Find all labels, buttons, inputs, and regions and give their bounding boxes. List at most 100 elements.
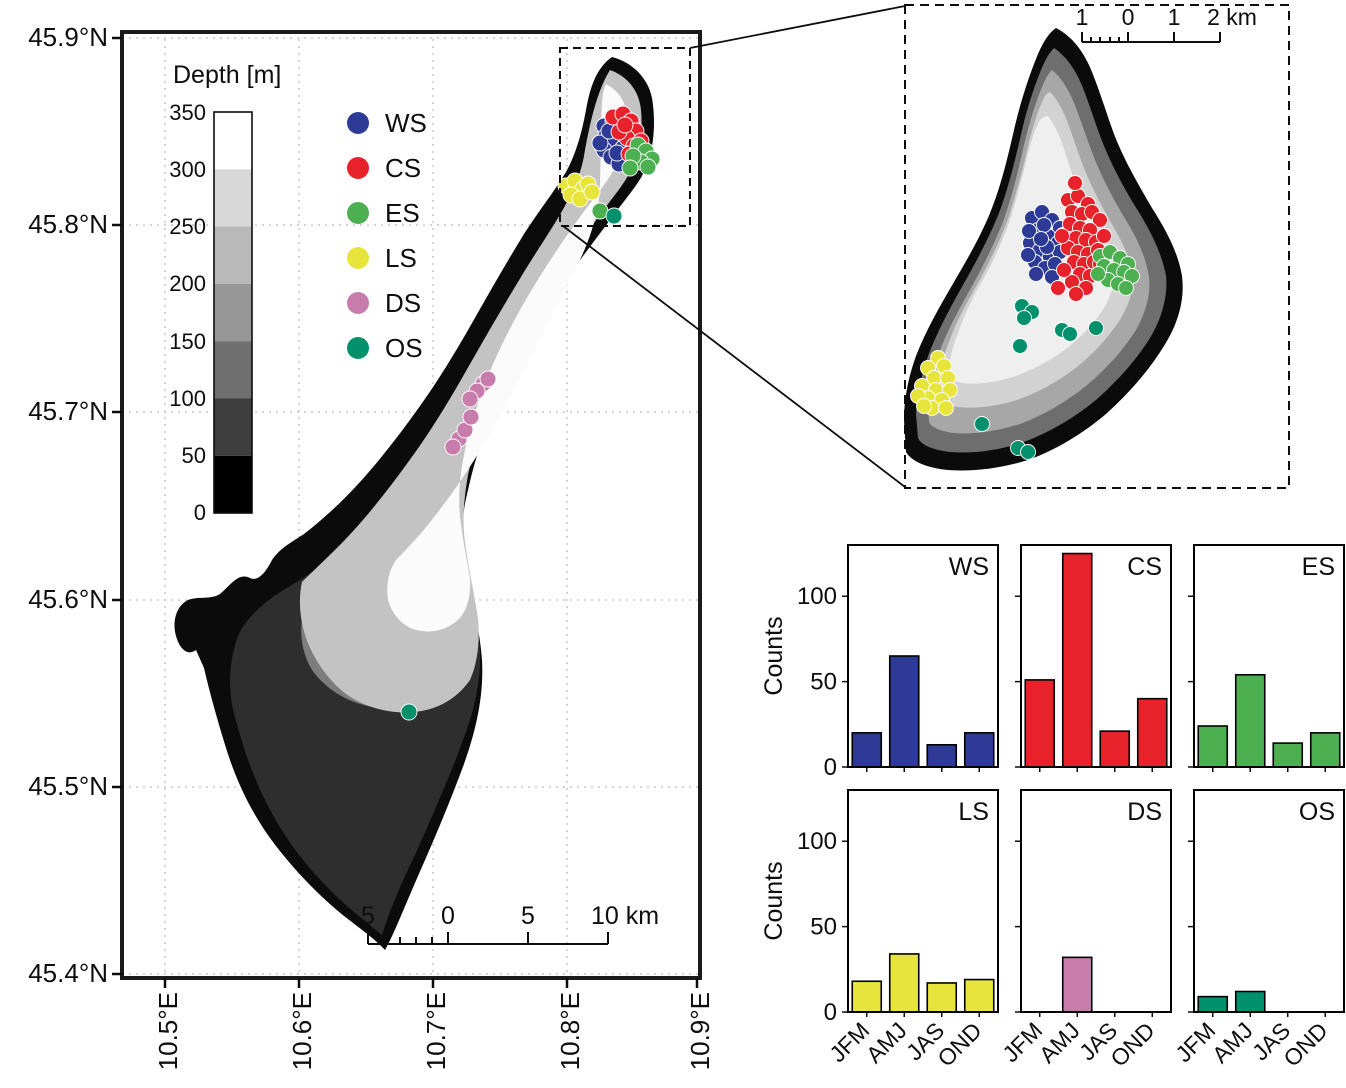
- station-dot-ls: [583, 183, 601, 201]
- colorbar: Depth [m] 350 300 250 200 150 100 50 0: [169, 61, 281, 525]
- station-dot-es: [621, 159, 639, 177]
- colorbar-title: Depth [m]: [173, 61, 281, 89]
- lat-tick-label: 45.8°N: [28, 209, 108, 239]
- station-dot-ds: [479, 370, 497, 388]
- station-dot-ws: [1021, 223, 1037, 239]
- bar-ls-ond: [963, 978, 995, 1013]
- station-dot-cs: [1050, 280, 1066, 296]
- lat-tick-label: 45.5°N: [28, 771, 108, 801]
- bar-ws-jas: [926, 743, 958, 768]
- legend-dot-ls: [347, 247, 369, 269]
- station-dot-os: [605, 207, 623, 225]
- inset-map: 1 0 1 2 km: [904, 4, 1290, 489]
- inset-scalebar-label: 2 km: [1207, 4, 1257, 30]
- legend-dot-ws: [347, 112, 369, 134]
- bar-ds-amj: [1061, 956, 1093, 1013]
- bar-cs-ond: [1136, 697, 1168, 768]
- panel-label-es: ES: [1302, 553, 1335, 581]
- station-dot-cs: [1056, 262, 1072, 278]
- lon-tick-label: 10.8°E: [555, 992, 585, 1070]
- y-tick-label: 50: [810, 669, 837, 696]
- station-dot-cs: [1092, 212, 1108, 228]
- station-dot-os: [974, 416, 990, 432]
- connector-lines: [562, 5, 906, 488]
- station-dot-es: [639, 158, 657, 176]
- svg-text:350: 350: [169, 100, 206, 125]
- scalebar-label: 5: [521, 902, 535, 930]
- station-dot-os: [1016, 310, 1032, 326]
- colorbar-band: [214, 112, 252, 170]
- panel-label-os: OS: [1299, 798, 1335, 826]
- bar-ws-ond: [963, 732, 995, 768]
- panel-label-ws: WS: [949, 553, 989, 581]
- station-markers-inset: [910, 175, 1140, 460]
- station-dot-ws: [1036, 217, 1052, 233]
- lon-tick-label: 10.7°E: [421, 992, 451, 1070]
- station-dot-es: [1090, 266, 1106, 282]
- station-dot-es: [1118, 280, 1134, 296]
- station-dot-cs: [616, 116, 634, 134]
- station-dot-ds: [461, 390, 479, 408]
- chart-frame-ls: [847, 789, 999, 1013]
- counts-ylabel: Counts: [760, 616, 788, 695]
- bar-cs-amj: [1061, 552, 1093, 768]
- lon-tick-label: 10.6°E: [287, 992, 317, 1070]
- y-tick-label: 100: [797, 828, 837, 855]
- legend-label-ds: DS: [385, 288, 421, 318]
- station-dot-os: [1012, 338, 1028, 354]
- legend-dot-cs: [347, 157, 369, 179]
- scalebar-main: 5 0 5 10 km: [361, 902, 659, 945]
- station-dot-ds: [462, 408, 480, 426]
- legend-dot-es: [347, 202, 369, 224]
- bar-ls-jfm: [851, 980, 883, 1013]
- lon-axis: 10.5°E 10.6°E 10.7°E 10.8°E 10.9°E: [153, 978, 715, 1070]
- x-tick-label: OND: [1278, 1017, 1333, 1072]
- station-dot-ds: [444, 438, 462, 456]
- colorbar-band: [214, 398, 252, 456]
- bar-ls-jas: [926, 982, 958, 1013]
- legend-label-ws: WS: [385, 108, 427, 138]
- scalebar-label: 10 km: [591, 902, 659, 930]
- station-markers-main: [400, 105, 661, 721]
- y-tick-label: 0: [824, 999, 837, 1026]
- legend-label-os: OS: [385, 333, 423, 363]
- svg-text:0: 0: [194, 500, 206, 525]
- svg-text:100: 100: [169, 386, 206, 411]
- legend-dot-ds: [347, 292, 369, 314]
- bar-ls-amj: [888, 953, 920, 1013]
- chart-frame-os: [1193, 789, 1345, 1013]
- colorbar-band: [214, 226, 252, 284]
- station-dot-ws: [1020, 247, 1036, 263]
- lat-axis: 45.9°N 45.8°N 45.7°N 45.6°N 45.5°N 45.4°…: [28, 22, 122, 988]
- legend-label-ls: LS: [385, 243, 417, 273]
- colorbar-band: [214, 341, 252, 399]
- svg-text:50: 50: [182, 443, 206, 468]
- lon-tick-label: 10.9°E: [685, 992, 715, 1070]
- svg-text:300: 300: [169, 157, 206, 182]
- station-dot-ws: [591, 134, 609, 152]
- station-dot-os: [400, 703, 418, 721]
- bar-cs-jfm: [1024, 679, 1056, 768]
- panel-label-ls: LS: [958, 798, 989, 826]
- lon-tick-label: 10.5°E: [153, 992, 183, 1070]
- bar-ws-amj: [888, 655, 920, 768]
- bar-es-jfm: [1197, 725, 1229, 768]
- bar-os-amj: [1234, 990, 1266, 1013]
- chart-frame-ds: [1020, 789, 1172, 1013]
- colorbar-band: [214, 455, 252, 514]
- bar-cs-jas: [1099, 730, 1131, 768]
- panel-label-cs: CS: [1127, 553, 1162, 581]
- bar-ws-jfm: [851, 732, 883, 768]
- scalebar-label: 0: [441, 902, 455, 930]
- bar-es-amj: [1234, 673, 1266, 768]
- bar-es-jas: [1272, 742, 1304, 768]
- inset-scalebar-label: 0: [1122, 4, 1135, 30]
- x-tick-label: JFM: [997, 1017, 1047, 1067]
- x-tick-label: OND: [932, 1017, 987, 1072]
- station-dot-ws: [1033, 231, 1049, 247]
- legend-label-cs: CS: [385, 153, 421, 183]
- x-tick-label: JFM: [1170, 1017, 1220, 1067]
